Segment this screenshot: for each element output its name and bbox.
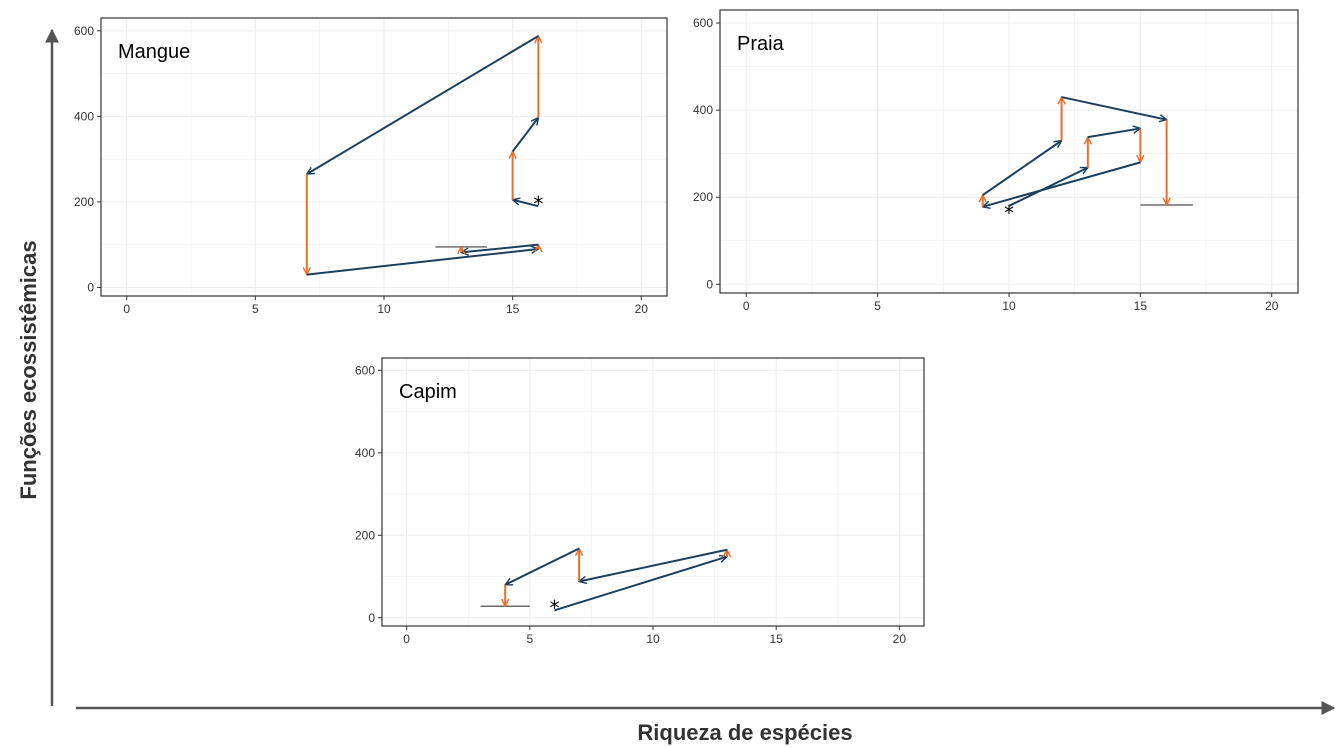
- richness-arrow: [513, 200, 539, 208]
- richness-arrow: [983, 161, 1141, 206]
- x-tick-label: 5: [252, 302, 259, 316]
- x-tick-label: 0: [123, 302, 130, 316]
- richness-arrow: [1008, 166, 1088, 207]
- panel-border: [719, 9, 1299, 294]
- y-tick-label: 400: [693, 103, 713, 117]
- x-tick-label: 20: [893, 632, 907, 646]
- x-tick-label: 15: [770, 632, 784, 646]
- x-tick-label: 10: [377, 302, 391, 316]
- richness-arrow: [511, 118, 539, 153]
- y-tick-label: 200: [355, 528, 375, 542]
- y-tick-label: 600: [355, 363, 375, 377]
- x-tick-label: 5: [874, 299, 881, 313]
- panel-title: Praia: [737, 33, 785, 55]
- y-tick-label: 0: [368, 611, 375, 625]
- y-tick-label: 400: [355, 446, 375, 460]
- richness-arrow: [306, 249, 539, 276]
- start-marker: *: [549, 596, 559, 620]
- y-tick-label: 600: [74, 24, 94, 38]
- x-axis-title: Riqueza de espécies: [637, 720, 852, 745]
- x-tick-label: 15: [506, 302, 520, 316]
- richness-arrow: [1061, 96, 1167, 120]
- x-tick-label: 20: [635, 302, 649, 316]
- x-tick-label: 0: [743, 299, 750, 313]
- x-tick-label: 5: [526, 632, 533, 646]
- x-tick-label: 20: [1265, 299, 1279, 313]
- y-tick-label: 200: [74, 195, 94, 209]
- panel-border: [100, 17, 668, 297]
- panel-title: Capim: [399, 381, 457, 403]
- richness-arrow: [554, 557, 726, 612]
- panel-title: Mangue: [118, 41, 190, 63]
- x-tick-label: 0: [403, 632, 410, 646]
- panel-border: [381, 357, 925, 627]
- richness-arrow: [579, 548, 728, 582]
- y-axis-title: Funções ecossistêmicas: [16, 240, 41, 499]
- x-tick-label: 15: [1134, 299, 1148, 313]
- y-tick-label: 0: [706, 277, 713, 291]
- x-tick-label: 10: [646, 632, 660, 646]
- x-tick-label: 10: [1002, 299, 1016, 313]
- y-tick-label: 0: [87, 280, 94, 294]
- y-tick-label: 200: [693, 190, 713, 204]
- y-tick-label: 600: [693, 16, 713, 30]
- start-marker: *: [533, 192, 543, 216]
- richness-arrow: [982, 141, 1062, 196]
- richness-arrow: [1087, 128, 1141, 139]
- richness-arrow: [461, 243, 539, 253]
- start-marker: *: [1004, 201, 1014, 225]
- y-tick-label: 400: [74, 109, 94, 123]
- richness-arrow: [505, 547, 580, 586]
- richness-arrow: [307, 35, 539, 175]
